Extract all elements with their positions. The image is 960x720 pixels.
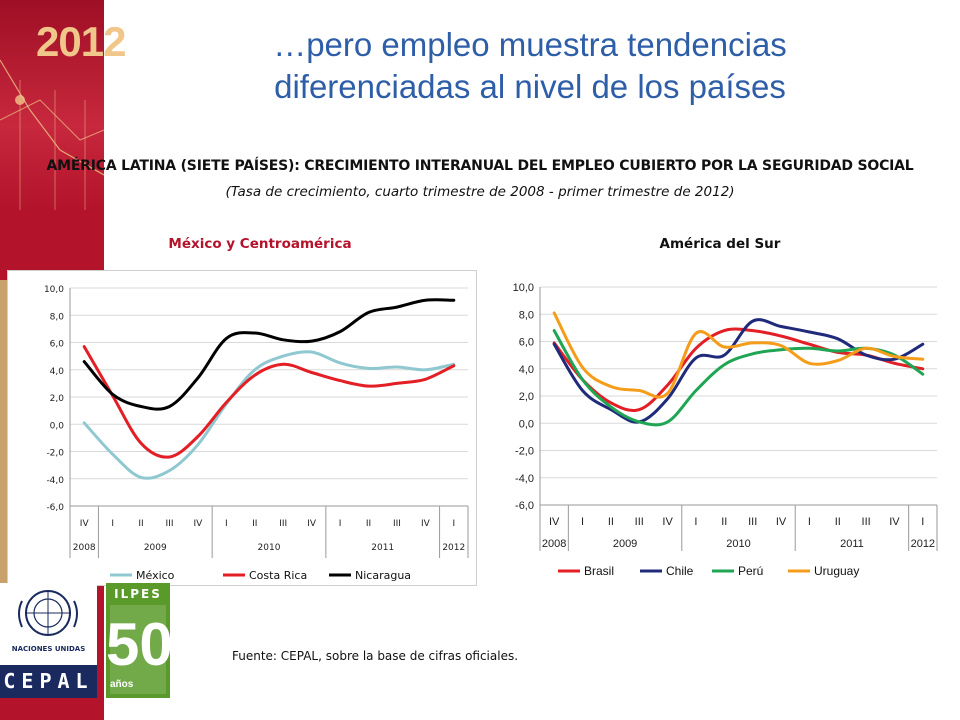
y-tick-label: 2,0: [50, 394, 65, 404]
chart-subtitle: AMÉRICA LATINA (SIETE PAÍSES): CRECIMIEN…: [46, 158, 914, 174]
year-group-label: 2010: [258, 543, 281, 553]
x-tick-label: IV: [549, 516, 560, 528]
ilpes-logo-years: años: [110, 679, 134, 690]
y-tick-label: 8,0: [519, 309, 534, 321]
y-tick-label: -2,0: [515, 446, 534, 458]
x-tick-label: III: [862, 516, 871, 528]
chart-subsubtitle: (Tasa de crecimiento, cuarto trimestre d…: [225, 184, 735, 200]
panel-title-mexico-centroamerica: México y Centroamérica: [168, 236, 352, 252]
year-group-label: 2009: [144, 543, 167, 553]
x-tick-label: III: [279, 519, 287, 529]
x-tick-label: II: [366, 519, 371, 529]
series-line-nicaragua: [82, 298, 456, 411]
x-tick-label: IV: [662, 516, 673, 528]
headline-line-1: …pero empleo muestra tendencias: [273, 26, 787, 63]
year-group-label: 2011: [840, 538, 864, 550]
decorative-lines-graphic: [0, 59, 104, 210]
cepal-logo-text: CEPAL: [3, 669, 94, 693]
series-line-uruguay: [552, 311, 925, 399]
un-logo-text: NACIONES UNIDAS: [11, 645, 86, 653]
series-line-m-xico: [82, 350, 456, 480]
y-tick-label: -6,0: [515, 500, 534, 512]
cepal-un-logo: NACIONES UNIDAS CEPAL: [0, 583, 97, 698]
series-line-costa-rica: [82, 345, 456, 459]
x-tick-label: III: [166, 519, 174, 529]
panel-title-america-del-sur: América del Sur: [659, 236, 781, 252]
year-badge: 2012: [36, 18, 126, 65]
legend-label: Perú: [738, 564, 763, 578]
x-tick-label: II: [138, 519, 143, 529]
y-tick-label: -4,0: [46, 476, 64, 486]
chart-svg-left: 10,08,06,04,02,00,0-2,0-4,0-6,0IV I II III I…: [44, 285, 469, 582]
y-tick-label: 4,0: [519, 364, 534, 376]
y-tick-label: 6,0: [519, 337, 534, 349]
x-tick-label: I: [339, 519, 342, 529]
source-note: Fuente: CEPAL, sobre la base de cifras o…: [232, 649, 519, 663]
left-strip-gradient: [0, 0, 104, 210]
x-tick-label: II: [835, 516, 841, 528]
ilpes-50-emblem-icon: [106, 583, 170, 698]
legend-label: México: [136, 569, 175, 582]
y-tick-label: 10,0: [513, 282, 534, 294]
slide-headline: …pero empleo muestra tendencias diferenc…: [200, 24, 860, 108]
year-group-label: 2009: [613, 538, 637, 550]
x-tick-label: IV: [307, 519, 317, 529]
x-tick-label: IV: [421, 519, 431, 529]
x-tick-label: I: [694, 516, 697, 528]
x-tick-label: IV: [194, 519, 204, 529]
year-group-label: 2012: [911, 538, 935, 550]
x-tick-label: II: [252, 519, 257, 529]
ilpes-logo-text: ILPES: [114, 587, 162, 601]
legend-label: Uruguay: [814, 564, 859, 578]
y-tick-label: -6,0: [46, 503, 64, 513]
x-tick-label: I: [921, 516, 924, 528]
year-group-label: 2010: [726, 538, 750, 550]
x-tick-label: I: [225, 519, 228, 529]
y-tick-label: -4,0: [515, 473, 534, 485]
y-tick-label: -2,0: [46, 449, 64, 459]
year-group-label: 2011: [371, 543, 394, 553]
x-tick-label: III: [748, 516, 757, 528]
y-tick-label: 2,0: [519, 391, 534, 403]
legend-label: Costa Rica: [249, 569, 307, 582]
year-group-label: 2008: [542, 538, 566, 550]
x-tick-label: IV: [776, 516, 787, 528]
chart-svg-right: 10,08,06,04,02,00,0-2,0-4,0-6,0IV I II III I…: [513, 282, 938, 578]
y-tick-label: 10,0: [44, 285, 64, 295]
x-tick-label: IV: [889, 516, 900, 528]
x-tick-label: IV: [80, 519, 90, 529]
y-tick-label: 4,0: [50, 367, 65, 377]
x-tick-label: I: [581, 516, 584, 528]
ilpes-50-logo: ILPES 50 años: [106, 583, 173, 698]
x-tick-label: III: [393, 519, 401, 529]
x-tick-label: I: [111, 519, 114, 529]
y-tick-label: 0,0: [50, 421, 65, 431]
year-group-label: 2008: [73, 543, 96, 553]
x-tick-label: I: [808, 516, 811, 528]
legend-label: Nicaragua: [355, 569, 411, 582]
legend-label: Brasil: [584, 564, 614, 578]
x-tick-label: I: [452, 519, 455, 529]
x-tick-label: II: [721, 516, 727, 528]
chart-america-del-sur: 10,0 8,0 6,0 4,0 2,0 0,0 -2,0 -4,0 -6,0 IV I II III I…: [482, 270, 942, 584]
chart-mexico-centroamerica: 10,0 8,0 6,0 4,0 2,0 0,0 -2,0 -4,0 -6,0 IV I II III I…: [7, 270, 477, 586]
y-tick-label: 8,0: [50, 312, 65, 322]
ilpes-logo-number: 50: [106, 611, 173, 678]
x-tick-label: III: [635, 516, 644, 528]
legend-label: Chile: [666, 564, 694, 578]
series-line-chile: [552, 318, 925, 424]
un-emblem-icon: [0, 590, 97, 698]
x-tick-label: II: [608, 516, 614, 528]
year-group-label: 2012: [442, 543, 465, 553]
headline-line-2: diferenciadas al nivel de los países: [274, 68, 786, 105]
y-tick-label: 0,0: [519, 418, 534, 430]
y-tick-label: 6,0: [50, 340, 65, 350]
